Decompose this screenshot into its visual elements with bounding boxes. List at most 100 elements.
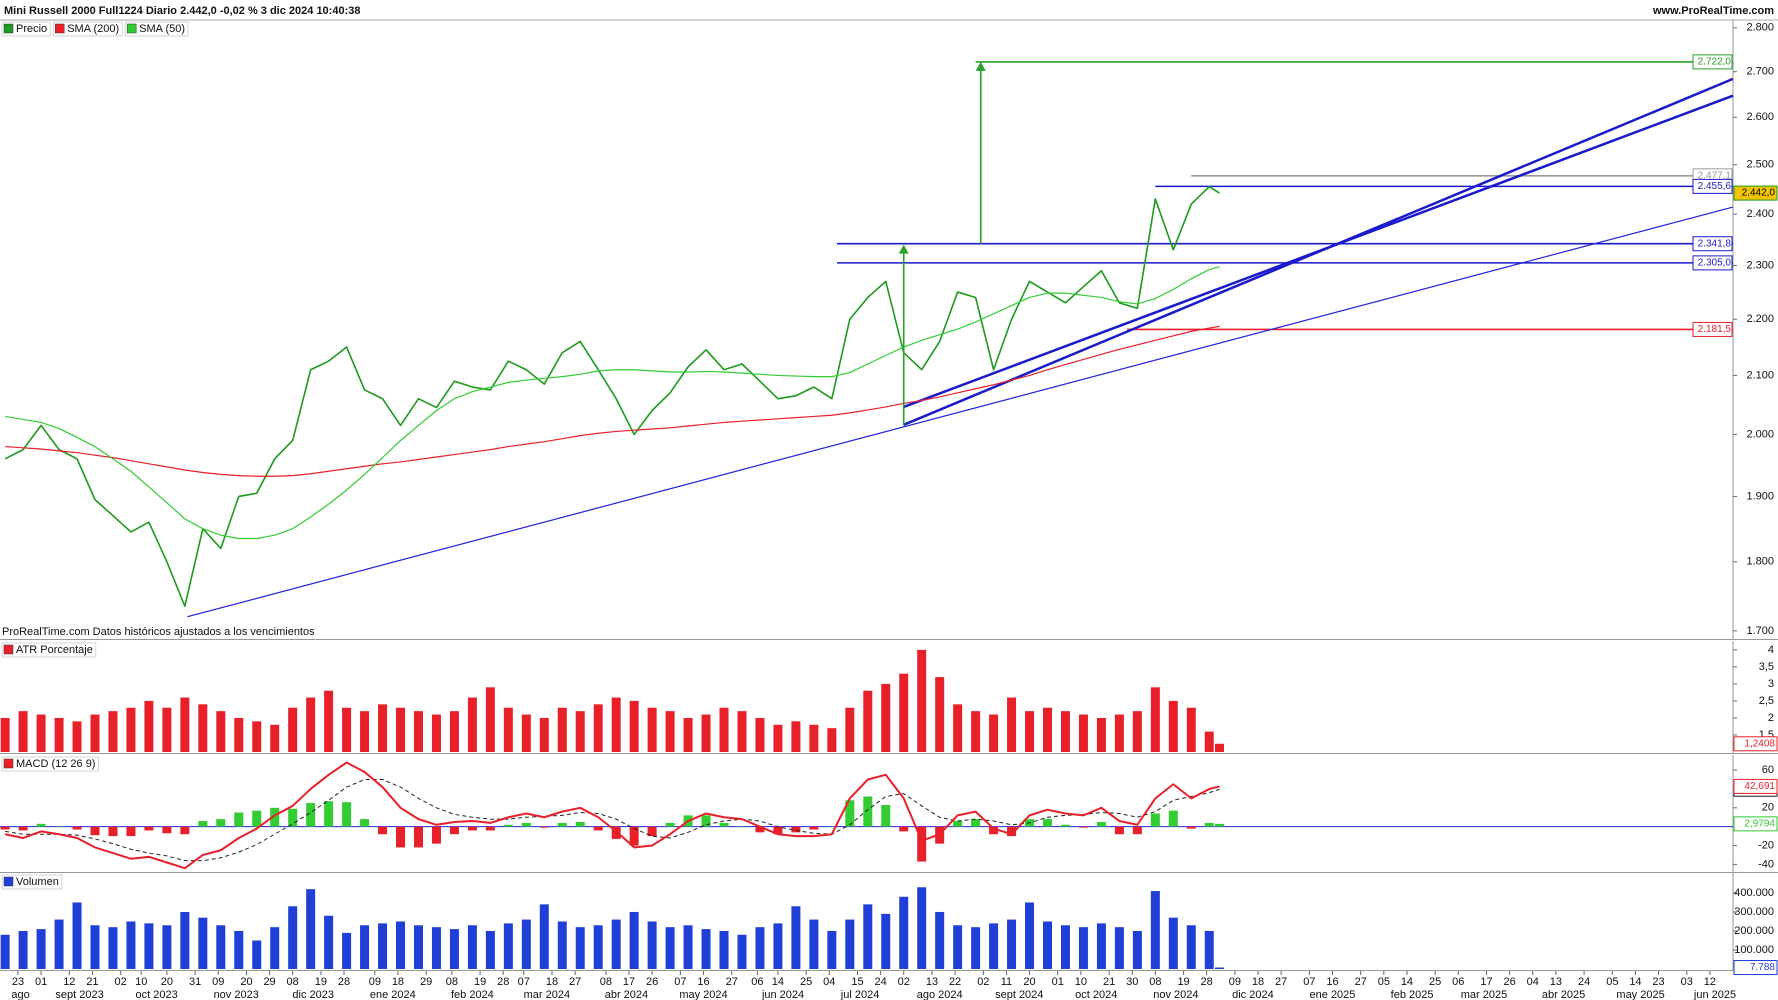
bar: [521, 714, 531, 752]
bar: [252, 940, 262, 969]
bar: [162, 826, 172, 834]
x-tick-label: 08: [1149, 976, 1161, 988]
y-tick-label: 2: [1768, 712, 1774, 724]
x-tick-label: 07: [1303, 976, 1315, 988]
bar: [198, 917, 208, 969]
y-tick-label: 2.100: [1746, 369, 1774, 381]
x-tick-label: 28: [497, 976, 509, 988]
bar: [54, 717, 64, 752]
bar: [1096, 717, 1106, 752]
bar: [1025, 902, 1035, 969]
x-tick-label: 17: [623, 976, 635, 988]
bar: [126, 826, 136, 837]
bar: [467, 697, 477, 752]
bar: [647, 921, 657, 969]
bar: [90, 714, 100, 752]
y-tick-label: 2.300: [1746, 259, 1774, 271]
last-value-label: 7.788: [1750, 962, 1775, 973]
month-label: may 2024: [679, 989, 727, 1000]
level-label-box: [1692, 321, 1733, 337]
bar: [1114, 714, 1124, 752]
x-tick-label: 07: [674, 976, 686, 988]
bar: [755, 927, 765, 969]
bar: [449, 826, 459, 835]
legend-swatch: [3, 876, 14, 887]
x-tick-label: 13: [1550, 976, 1562, 988]
bar: [593, 925, 603, 969]
bar: [953, 821, 963, 827]
legend-box: [1, 756, 99, 772]
bar: [845, 707, 855, 752]
legend-box: [1, 21, 51, 37]
bar: [809, 826, 819, 830]
bar: [144, 923, 154, 969]
x-tick-label: 26: [646, 976, 658, 988]
y-tick-label: 3: [1768, 678, 1774, 690]
bar: [18, 711, 28, 752]
bar: [809, 724, 819, 752]
bar: [1078, 927, 1088, 969]
bar: [503, 707, 513, 752]
bar: [1043, 707, 1053, 752]
y-tick-label: 20: [1762, 802, 1774, 814]
x-tick-label: 24: [874, 976, 886, 988]
bar: [881, 804, 891, 827]
bar: [449, 711, 459, 752]
series-line: [5, 779, 1220, 862]
bar: [378, 704, 388, 752]
bar: [72, 902, 82, 969]
bar: [701, 714, 711, 752]
y-tick-label: 2,5: [1759, 695, 1774, 707]
bar: [198, 821, 208, 827]
bar: [899, 896, 909, 969]
bar: [971, 819, 981, 827]
level-label-box: [1692, 178, 1733, 194]
x-tick-label: 16: [697, 976, 709, 988]
bar: [1186, 707, 1196, 752]
y-tick-label: 2.400: [1746, 208, 1774, 220]
bar: [791, 721, 801, 752]
month-label: mar 2024: [524, 989, 570, 1000]
note: ProRealTime.com Datos históricos ajustad…: [2, 626, 315, 638]
bar: [827, 728, 837, 752]
bar: [485, 930, 495, 969]
y-tick-label: 60: [1762, 764, 1774, 776]
x-tick-label: 30: [1126, 976, 1138, 988]
x-tick-label: 23: [1652, 976, 1664, 988]
series-line: [5, 325, 1220, 477]
source: www.ProRealTime.com: [1652, 5, 1774, 17]
bar: [485, 826, 495, 831]
bar: [539, 904, 549, 969]
y-tick-label: 1.700: [1746, 625, 1774, 637]
bar: [1186, 826, 1196, 829]
x-tick-label: 12: [63, 976, 75, 988]
y-tick-label: 2.800: [1746, 22, 1774, 34]
x-tick-label: 11: [1001, 976, 1012, 988]
month-label: dic 2024: [1232, 989, 1274, 1000]
bar: [503, 824, 513, 827]
x-tick-label: 10: [135, 976, 147, 988]
bar: [773, 923, 783, 969]
bar: [234, 717, 244, 752]
y-tick-label: 3,5: [1759, 661, 1774, 673]
legend-swatch: [54, 23, 65, 34]
x-tick-label: 19: [474, 976, 486, 988]
month-label: mar 2025: [1461, 989, 1507, 1000]
bar: [863, 796, 873, 827]
x-tick-label: 05: [1606, 976, 1618, 988]
x-tick-label: 21: [1103, 976, 1115, 988]
bar: [647, 707, 657, 752]
bar: [575, 711, 585, 752]
bar: [0, 717, 10, 752]
bar: [719, 707, 729, 752]
x-tick-label: 29: [263, 976, 275, 988]
x-tick-label: 07: [518, 976, 530, 988]
bar: [252, 721, 262, 752]
bar: [90, 826, 100, 836]
bar: [1186, 925, 1196, 969]
month-label: ene 2024: [370, 989, 416, 1000]
x-tick-label: 01: [1052, 976, 1064, 988]
bar: [557, 822, 567, 827]
bar: [1132, 826, 1142, 835]
bar: [449, 929, 459, 969]
